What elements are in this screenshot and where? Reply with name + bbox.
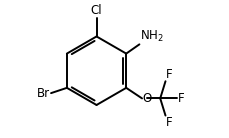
Text: F: F <box>177 92 184 105</box>
Text: Cl: Cl <box>90 4 102 17</box>
Text: O: O <box>142 92 151 105</box>
Text: NH$_2$: NH$_2$ <box>139 29 163 44</box>
Text: F: F <box>165 116 172 128</box>
Text: Br: Br <box>37 87 50 100</box>
Text: F: F <box>165 68 172 81</box>
